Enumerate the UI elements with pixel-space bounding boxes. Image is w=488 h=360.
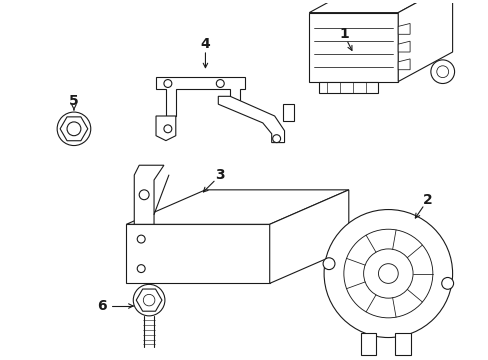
Circle shape xyxy=(216,80,224,87)
Polygon shape xyxy=(126,224,269,283)
Circle shape xyxy=(430,60,454,84)
Circle shape xyxy=(323,258,334,270)
Text: 6: 6 xyxy=(97,299,106,313)
Circle shape xyxy=(163,80,171,87)
Circle shape xyxy=(163,125,171,133)
Circle shape xyxy=(441,278,453,289)
Polygon shape xyxy=(360,333,376,355)
Text: 1: 1 xyxy=(338,27,348,41)
Circle shape xyxy=(137,235,145,243)
Polygon shape xyxy=(134,165,163,224)
Circle shape xyxy=(272,135,280,143)
Circle shape xyxy=(343,229,432,318)
Polygon shape xyxy=(308,0,452,13)
Polygon shape xyxy=(60,117,88,141)
Circle shape xyxy=(143,294,155,306)
Polygon shape xyxy=(136,289,162,311)
Polygon shape xyxy=(156,77,244,116)
Text: 5: 5 xyxy=(69,94,79,108)
Text: 4: 4 xyxy=(200,37,210,51)
Text: 3: 3 xyxy=(215,168,224,182)
Circle shape xyxy=(139,190,149,200)
Circle shape xyxy=(378,264,397,283)
Polygon shape xyxy=(269,190,348,283)
Polygon shape xyxy=(126,190,348,224)
Circle shape xyxy=(436,66,447,78)
Polygon shape xyxy=(397,41,409,52)
Circle shape xyxy=(67,122,81,136)
Polygon shape xyxy=(397,59,409,70)
Polygon shape xyxy=(397,23,409,34)
Circle shape xyxy=(324,210,452,338)
Polygon shape xyxy=(394,333,410,355)
Text: 2: 2 xyxy=(422,193,432,207)
Circle shape xyxy=(137,265,145,273)
Polygon shape xyxy=(308,13,397,82)
Polygon shape xyxy=(156,116,175,141)
Circle shape xyxy=(363,249,412,298)
Polygon shape xyxy=(282,104,294,121)
Polygon shape xyxy=(319,82,378,93)
Polygon shape xyxy=(218,96,284,143)
Polygon shape xyxy=(397,0,452,82)
